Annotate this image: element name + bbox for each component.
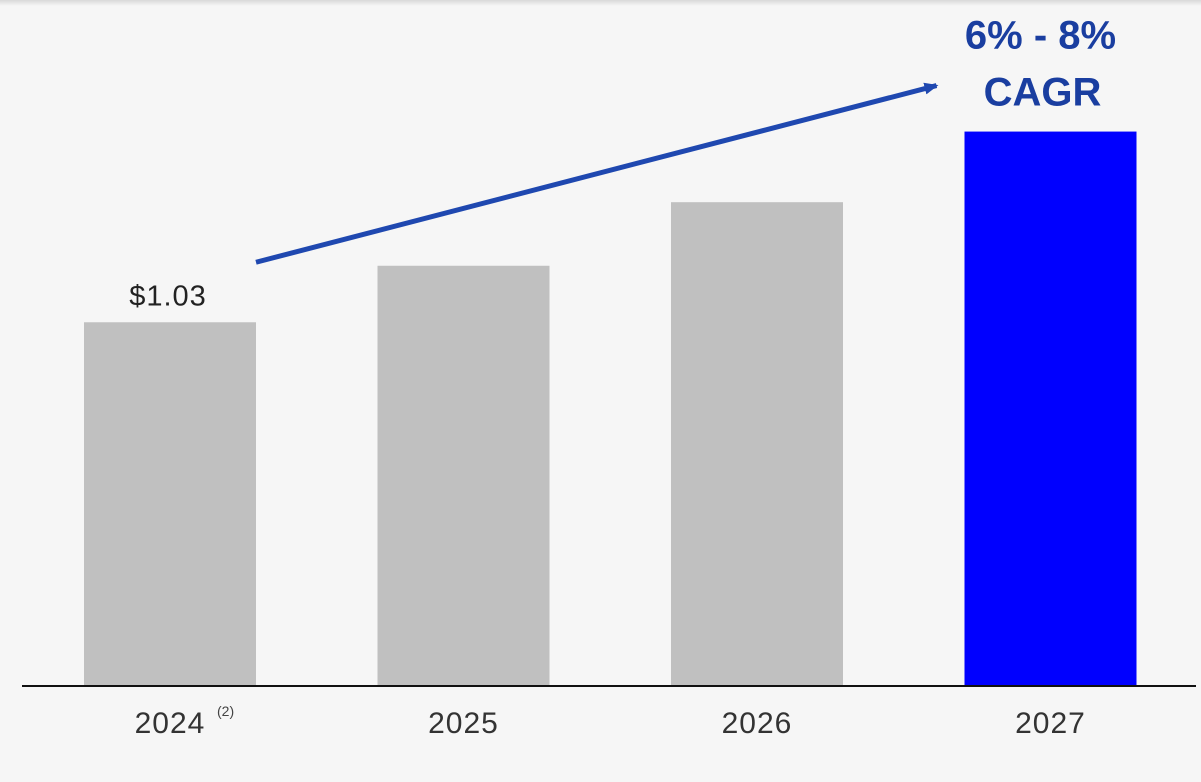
cagr-rate-label: 6% - 8% (965, 14, 1116, 58)
bars-group (84, 131, 1137, 687)
bar-2025 (377, 265, 550, 686)
bar-2026 (671, 202, 843, 687)
x-tick-2025: 2025 (428, 707, 499, 740)
cagr-label: CAGR (984, 71, 1102, 115)
x-tick-2026: 2026 (722, 707, 793, 740)
data-labels: $1.03 (129, 280, 207, 312)
x-tick-2024: 2024 (135, 707, 206, 740)
x-tick-labels: 2024 (2) 2025 2026 2027 (135, 703, 1086, 740)
bar-2024 (84, 322, 256, 686)
x-tick-2027: 2027 (1015, 707, 1086, 740)
bar-2027 (964, 131, 1137, 686)
data-label-2024: $1.03 (129, 280, 207, 312)
cagr-arrow (255, 82, 939, 265)
top-divider (0, 0, 1201, 6)
footnote-marker-2024: (2) (217, 703, 234, 719)
